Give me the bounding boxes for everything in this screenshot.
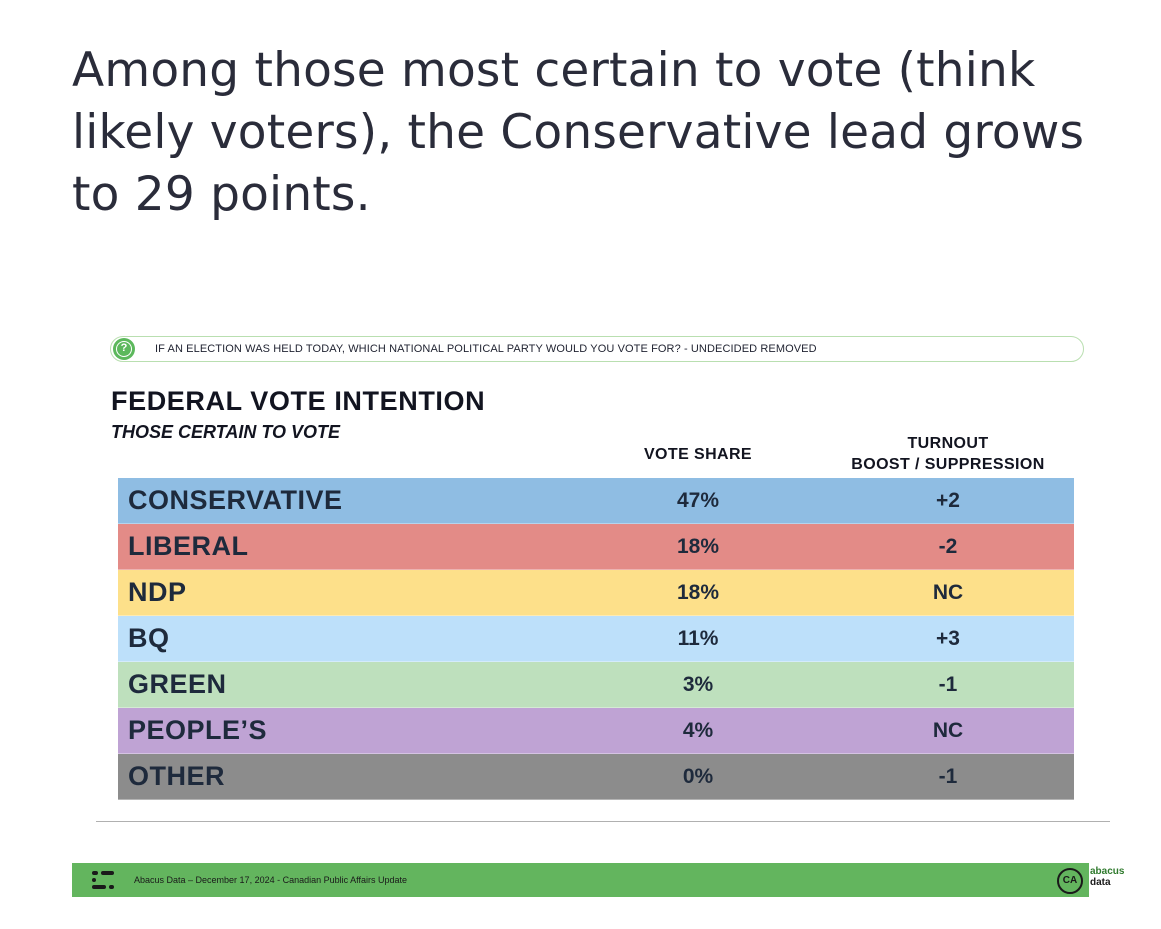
footer-bar: Abacus Data – December 17, 2024 - Canadi…	[72, 863, 1124, 897]
vote-share-value: 4%	[682, 718, 714, 742]
party-label: GREEN	[128, 669, 227, 699]
party-label: PEOPLE’S	[128, 715, 268, 745]
table-row: PEOPLE’S 4% NC	[118, 708, 1074, 754]
turnout-value: +3	[936, 626, 960, 650]
brand-line1: abacus	[1090, 866, 1125, 877]
turnout-header-line2: BOOST / SUPPRESSION	[851, 456, 1045, 473]
vote-share-value: 3%	[682, 672, 714, 696]
chart-subtitle: THOSE CERTAIN TO VOTE	[111, 422, 341, 442]
vote-share-value: 18%	[676, 580, 720, 604]
table-row: GREEN 3% -1	[118, 662, 1074, 708]
divider	[96, 821, 1110, 822]
party-label: NDP	[128, 577, 187, 607]
turnout-value: NC	[932, 718, 964, 742]
table-row: LIBERAL 18% -2	[118, 524, 1074, 570]
page-headline: Among those most certain to vote (think …	[72, 43, 1085, 222]
footer-source: Abacus Data – December 17, 2024 - Canadi…	[134, 875, 407, 885]
turnout-header-line1: TURNOUT	[907, 435, 989, 452]
turnout-value: -1	[938, 672, 958, 696]
question-text: IF AN ELECTION WAS HELD TODAY, WHICH NAT…	[155, 343, 817, 355]
vote-table: CONSERVATIVE 47% +2 LIBERAL 18% -2 NDP 18% NC BQ 1…	[118, 478, 1074, 800]
abacus-mark-icon	[92, 871, 114, 889]
turnout-value: -1	[938, 764, 958, 788]
vote-share-value: 18%	[676, 534, 720, 558]
vote-share-value: 0%	[682, 764, 714, 788]
party-label: BQ	[128, 623, 170, 653]
chart-title: FEDERAL VOTE INTENTION	[111, 386, 486, 416]
vote-share-value: 11%	[677, 626, 719, 650]
table-row: NDP 18% NC	[118, 570, 1074, 616]
vote-share-header: VOTE SHARE	[643, 446, 752, 463]
table-row: BQ 11% +3	[118, 616, 1074, 662]
brand-line2: data	[1090, 877, 1111, 888]
question-icon-glyph: ?	[116, 341, 132, 357]
party-label: CONSERVATIVE	[128, 485, 343, 515]
table-row: CONSERVATIVE 47% +2	[118, 478, 1074, 524]
party-label: OTHER	[128, 761, 225, 791]
turnout-value: NC	[932, 580, 964, 604]
ca-badge-icon: CA	[1057, 868, 1083, 894]
question-icon: ?	[113, 338, 135, 360]
question-bar: ? IF AN ELECTION WAS HELD TODAY, WHICH N…	[110, 336, 1084, 362]
turnout-value: -2	[938, 534, 958, 558]
party-label: LIBERAL	[128, 531, 249, 561]
turnout-header: TURNOUT BOOST / SUPPRESSION	[838, 433, 1058, 475]
abacus-data-logo: abacus data	[1090, 866, 1150, 888]
turnout-value: +2	[936, 488, 960, 512]
vote-share-value: 47%	[676, 488, 720, 512]
table-row: OTHER 0% -1	[118, 754, 1074, 800]
